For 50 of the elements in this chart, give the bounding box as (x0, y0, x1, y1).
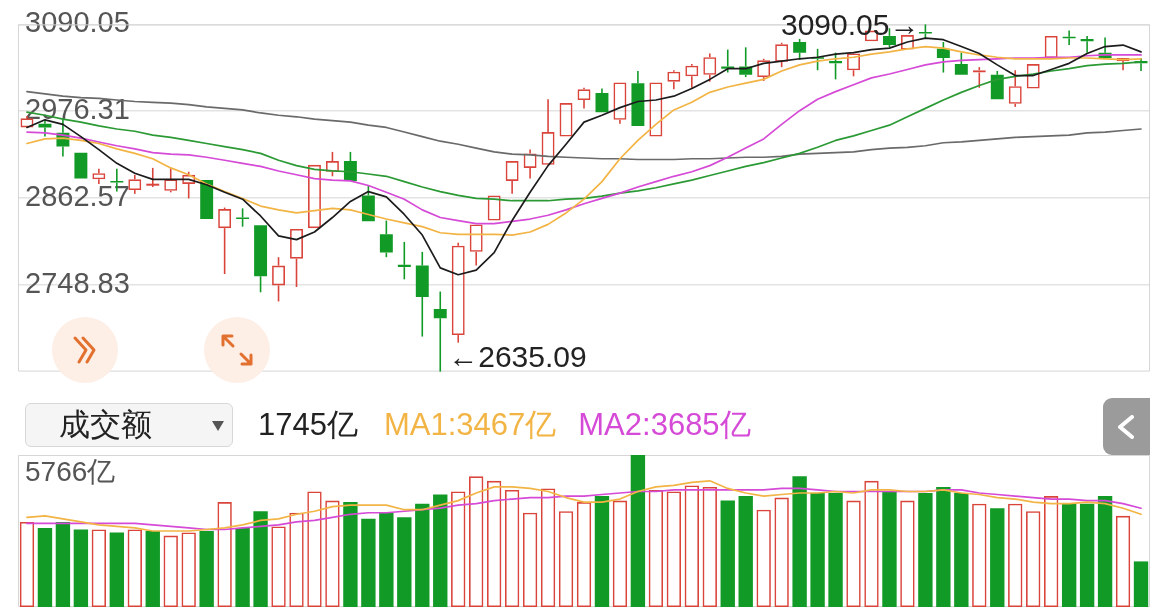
y-tick-label: 2748.83 (25, 266, 130, 299)
bar (253, 511, 268, 607)
series-label: MA2:3685亿 (578, 406, 751, 444)
bar (936, 486, 951, 607)
bar (199, 531, 214, 607)
bar (1133, 561, 1149, 607)
bar (918, 493, 933, 607)
bar (1097, 496, 1113, 607)
bar (415, 503, 430, 607)
bar (882, 491, 897, 607)
bar (73, 529, 89, 607)
y-tick-label: 3090.05 (25, 6, 130, 39)
y-tick-label: 2976.31 (25, 93, 130, 126)
bar (828, 493, 843, 607)
bar (792, 476, 807, 607)
candlestick (990, 70, 1004, 100)
bar (433, 494, 448, 607)
candlestick (721, 48, 735, 74)
bar (109, 532, 125, 607)
bar (145, 531, 160, 607)
bar (361, 518, 376, 607)
dropdown: 成交额 (25, 403, 233, 447)
candlestick (595, 87, 609, 113)
bar (594, 496, 610, 607)
bar (55, 521, 71, 607)
bar (990, 508, 1005, 607)
series-label: MA1:3467亿 (383, 406, 557, 444)
bar (954, 493, 969, 607)
candlestick (74, 152, 88, 179)
bar (235, 527, 250, 607)
bar (397, 517, 412, 607)
chart-title: 成交额 (59, 406, 152, 444)
annotation: ←2635.09 (448, 339, 587, 373)
text: 1745亿 (258, 406, 358, 444)
bar (1061, 503, 1077, 607)
candlestick (433, 290, 447, 373)
bar (379, 512, 394, 607)
y-tick-label: 2862.57 (25, 180, 130, 212)
bar (37, 527, 53, 607)
bar (1079, 503, 1095, 607)
candlestick (415, 251, 429, 338)
bar (343, 502, 358, 607)
bar (720, 500, 735, 607)
bar (810, 493, 825, 607)
annotation: 3090.05→ (780, 7, 920, 41)
candlestick (631, 70, 645, 126)
bar (738, 496, 753, 607)
annotation: 5766亿 (25, 455, 116, 487)
bar (630, 455, 646, 607)
candlestick (200, 180, 214, 220)
